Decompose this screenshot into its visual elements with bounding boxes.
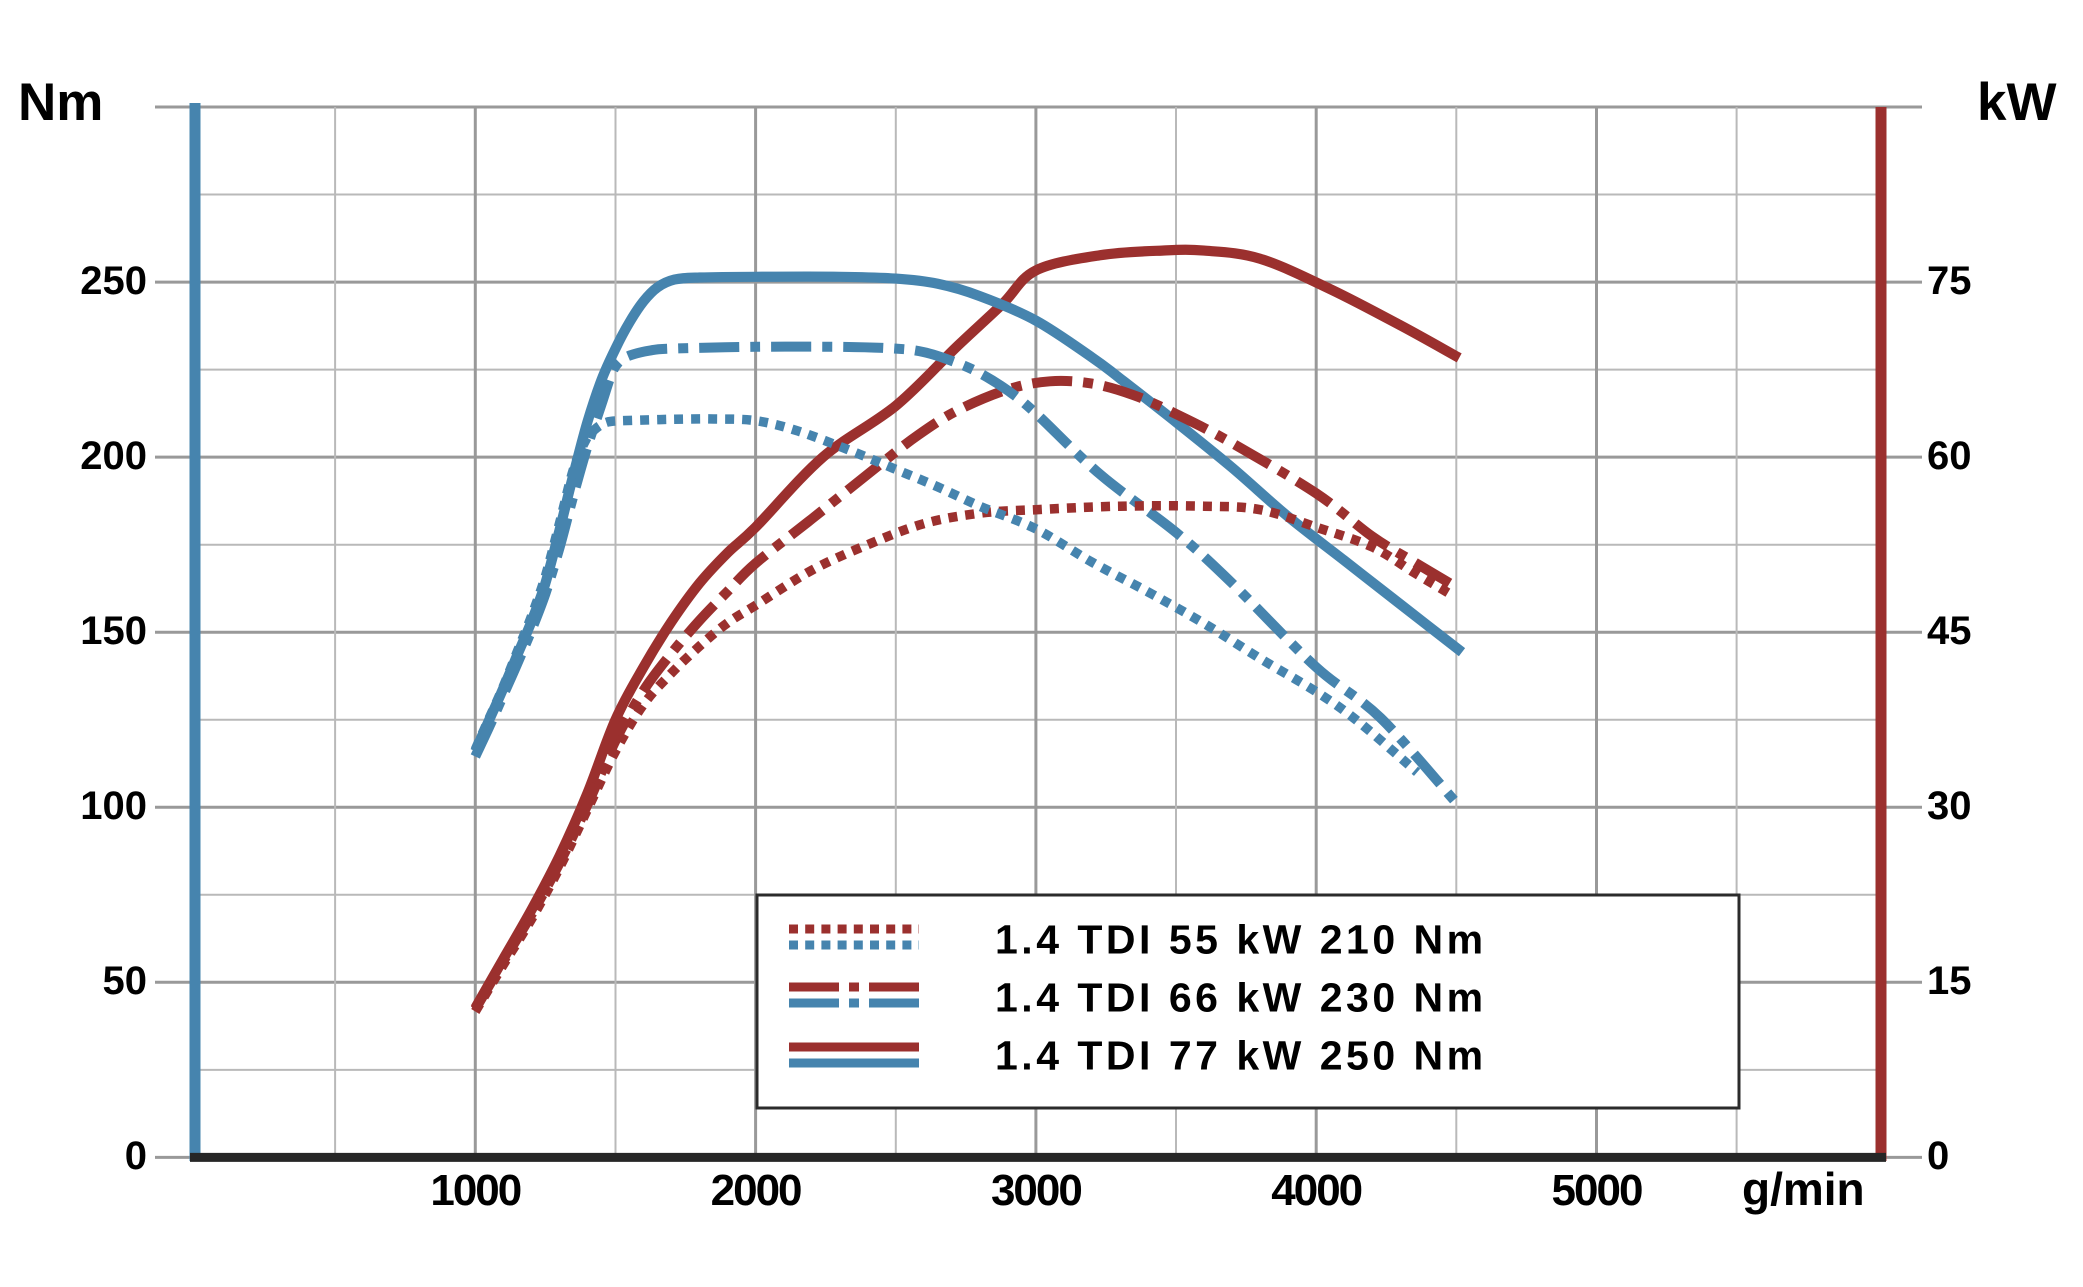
- svg-text:150: 150: [80, 609, 147, 653]
- svg-text:100: 100: [80, 784, 147, 828]
- svg-text:200: 200: [80, 434, 147, 478]
- svg-text:1.4 TDI 55 kW 210 Nm: 1.4 TDI 55 kW 210 Nm: [995, 917, 1487, 963]
- svg-text:75: 75: [1927, 259, 1972, 303]
- svg-text:kW: kW: [1977, 73, 2057, 132]
- svg-text:15: 15: [1927, 959, 1972, 1003]
- svg-text:4000: 4000: [1271, 1166, 1361, 1215]
- svg-text:0: 0: [125, 1134, 147, 1178]
- svg-text:45: 45: [1927, 609, 1972, 653]
- svg-text:0: 0: [1927, 1134, 1949, 1178]
- svg-text:Nm: Nm: [18, 73, 103, 132]
- svg-text:2000: 2000: [711, 1166, 801, 1215]
- svg-text:60: 60: [1927, 434, 1972, 478]
- svg-text:50: 50: [103, 959, 148, 1003]
- svg-text:250: 250: [80, 259, 147, 303]
- svg-text:3000: 3000: [991, 1166, 1081, 1215]
- svg-text:1.4 TDI 77 kW 250 Nm: 1.4 TDI 77 kW 250 Nm: [995, 1033, 1487, 1079]
- svg-text:1.4 TDI 66 kW 230 Nm: 1.4 TDI 66 kW 230 Nm: [995, 975, 1487, 1021]
- svg-text:1000: 1000: [430, 1166, 520, 1215]
- svg-text:30: 30: [1927, 784, 1972, 828]
- svg-text:5000: 5000: [1552, 1166, 1642, 1215]
- svg-text:g/min: g/min: [1742, 1163, 1865, 1215]
